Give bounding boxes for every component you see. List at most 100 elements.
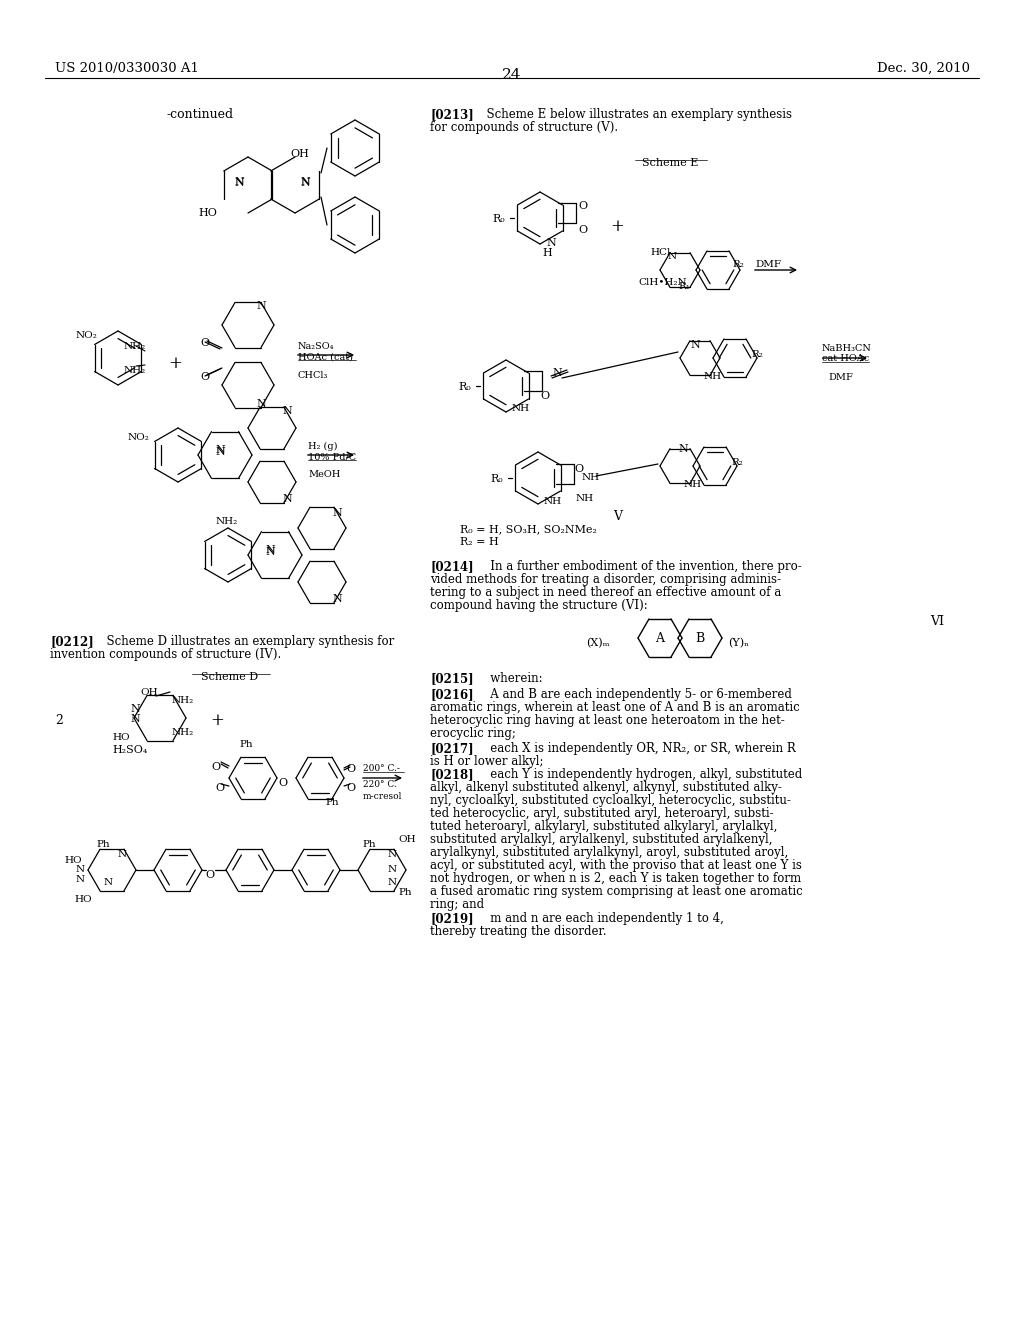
Text: R₀: R₀ [492, 214, 505, 224]
Text: (X)ₘ: (X)ₘ [587, 638, 610, 648]
Text: O: O [346, 764, 355, 774]
Text: Scheme D illustrates an exemplary synthesis for: Scheme D illustrates an exemplary synthe… [99, 635, 394, 648]
Text: N: N [690, 341, 699, 350]
Text: NH₂: NH₂ [172, 696, 195, 705]
Text: for compounds of structure (V).: for compounds of structure (V). [430, 121, 618, 135]
Text: A: A [655, 631, 665, 644]
Text: H₂SO₄: H₂SO₄ [113, 744, 147, 755]
Text: NH: NH [705, 372, 722, 381]
Text: O: O [200, 338, 209, 348]
Text: US 2010/0330030 A1: US 2010/0330030 A1 [55, 62, 199, 75]
Text: arylalkynyl, substituted arylalkynyl, aroyl, substituted aroyl,: arylalkynyl, substituted arylalkynyl, ar… [430, 846, 788, 859]
Text: N: N [76, 875, 85, 884]
Text: N: N [256, 399, 266, 409]
Text: ClH•H₂N: ClH•H₂N [638, 279, 687, 286]
Text: A and B are each independently 5- or 6-membered: A and B are each independently 5- or 6-m… [479, 688, 792, 701]
Text: N: N [282, 494, 292, 504]
Text: substituted arylalkyl, arylalkenyl, substituted arylalkenyl,: substituted arylalkyl, arylalkenyl, subs… [430, 833, 772, 846]
Text: tuted heteroaryl, alkylaryl, substituted alkylaryl, arylalkyl,: tuted heteroaryl, alkylaryl, substituted… [430, 820, 777, 833]
Text: NaBH₃CN: NaBH₃CN [822, 345, 871, 352]
Text: Scheme E below illustrates an exemplary synthesis: Scheme E below illustrates an exemplary … [479, 108, 792, 121]
Text: H: H [542, 248, 552, 257]
Text: NH₂: NH₂ [124, 342, 146, 351]
Text: R₀: R₀ [458, 381, 471, 392]
Text: V: V [613, 510, 623, 523]
Text: CHCl₃: CHCl₃ [298, 371, 329, 380]
Text: nyl, cycloalkyl, substituted cycloalkyl, heterocyclic, substitu-: nyl, cycloalkyl, substituted cycloalkyl,… [430, 795, 791, 807]
Text: [0216]: [0216] [430, 688, 474, 701]
Text: N: N [265, 546, 274, 557]
Text: N: N [215, 447, 224, 457]
Text: a fused aromatic ring system comprising at least one aromatic: a fused aromatic ring system comprising … [430, 884, 803, 898]
Text: [0219]: [0219] [430, 912, 474, 925]
Text: cat HOAc: cat HOAc [822, 354, 869, 363]
Text: DMF: DMF [828, 374, 853, 381]
Text: invention compounds of structure (IV).: invention compounds of structure (IV). [50, 648, 282, 661]
Text: MeOH: MeOH [308, 470, 340, 479]
Text: [0214]: [0214] [430, 560, 474, 573]
Text: HCl: HCl [650, 248, 671, 257]
Text: NH₂: NH₂ [172, 729, 195, 737]
Text: Scheme D: Scheme D [202, 672, 259, 682]
Text: Ph: Ph [362, 840, 376, 849]
Text: HO: HO [74, 895, 91, 904]
Text: [0212]: [0212] [50, 635, 94, 648]
Text: ring; and: ring; and [430, 898, 484, 911]
Text: NH₂: NH₂ [124, 366, 146, 375]
Text: 24: 24 [502, 69, 522, 82]
Text: alkyl, alkenyl substituted alkenyl, alkynyl, substituted alky-: alkyl, alkenyl substituted alkenyl, alky… [430, 781, 782, 795]
Text: HO: HO [198, 209, 217, 218]
Text: O: O [278, 777, 287, 788]
Text: is H or lower alkyl;: is H or lower alkyl; [430, 755, 544, 768]
Text: thereby treating the disorder.: thereby treating the disorder. [430, 925, 606, 939]
Text: O: O [578, 224, 587, 235]
Text: N: N [546, 238, 556, 248]
Text: N: N [104, 878, 113, 887]
Text: R₀ = H, SO₃H, SO₂NMe₂: R₀ = H, SO₃H, SO₂NMe₂ [460, 524, 597, 535]
Text: N: N [388, 878, 397, 887]
Text: R₁: R₁ [678, 282, 690, 290]
Text: +: + [210, 711, 224, 729]
Text: N: N [678, 444, 688, 454]
Text: acyl, or substituted acyl, with the proviso that at least one Y is: acyl, or substituted acyl, with the prov… [430, 859, 802, 873]
Text: N: N [300, 177, 309, 187]
Text: N: N [552, 368, 562, 378]
Text: NO₂: NO₂ [76, 331, 98, 341]
Text: NH: NH [684, 480, 702, 488]
Text: compound having the structure (VI):: compound having the structure (VI): [430, 599, 648, 612]
Text: Na₂SO₄: Na₂SO₄ [298, 342, 335, 351]
Text: NH: NH [582, 473, 600, 482]
Text: 2: 2 [55, 714, 62, 727]
Text: [0217]: [0217] [430, 742, 474, 755]
Text: erocyclic ring;: erocyclic ring; [430, 727, 516, 741]
Text: (Y)ₙ: (Y)ₙ [728, 638, 749, 648]
Text: ted heterocyclic, aryl, substituted aryl, heteroaryl, substi-: ted heterocyclic, aryl, substituted aryl… [430, 807, 773, 820]
Text: N: N [234, 177, 244, 187]
Text: O: O [578, 201, 587, 211]
Text: N: N [215, 445, 224, 455]
Text: 220° C.: 220° C. [362, 780, 396, 789]
Text: H₂ (g): H₂ (g) [308, 442, 338, 451]
Text: N: N [265, 545, 274, 554]
Text: NH: NH [575, 494, 594, 503]
Text: NH₂: NH₂ [216, 517, 239, 525]
Text: HOAc (cat): HOAc (cat) [298, 352, 353, 362]
Text: [0218]: [0218] [430, 768, 474, 781]
Text: vided methods for treating a disorder, comprising adminis-: vided methods for treating a disorder, c… [430, 573, 781, 586]
Text: R₂: R₂ [732, 260, 743, 269]
Text: N: N [332, 594, 342, 605]
Text: HO: HO [63, 855, 82, 865]
Text: tering to a subject in need thereof an effective amount of a: tering to a subject in need thereof an e… [430, 586, 781, 599]
Text: N: N [76, 865, 85, 874]
Text: Dec. 30, 2010: Dec. 30, 2010 [877, 62, 970, 75]
Text: m-cresol: m-cresol [362, 792, 402, 801]
Text: aromatic rings, wherein at least one of A and B is an aromatic: aromatic rings, wherein at least one of … [430, 701, 800, 714]
Text: each X is independently OR, NR₂, or SR, wherein R: each X is independently OR, NR₂, or SR, … [479, 742, 796, 755]
Text: R₂: R₂ [751, 350, 763, 359]
Text: In a further embodiment of the invention, there pro-: In a further embodiment of the invention… [479, 560, 802, 573]
Text: O: O [540, 391, 549, 401]
Text: O: O [205, 870, 214, 880]
Text: Ph: Ph [325, 799, 339, 807]
Text: +: + [610, 218, 624, 235]
Text: not hydrogen, or when n is 2, each Y is taken together to form: not hydrogen, or when n is 2, each Y is … [430, 873, 801, 884]
